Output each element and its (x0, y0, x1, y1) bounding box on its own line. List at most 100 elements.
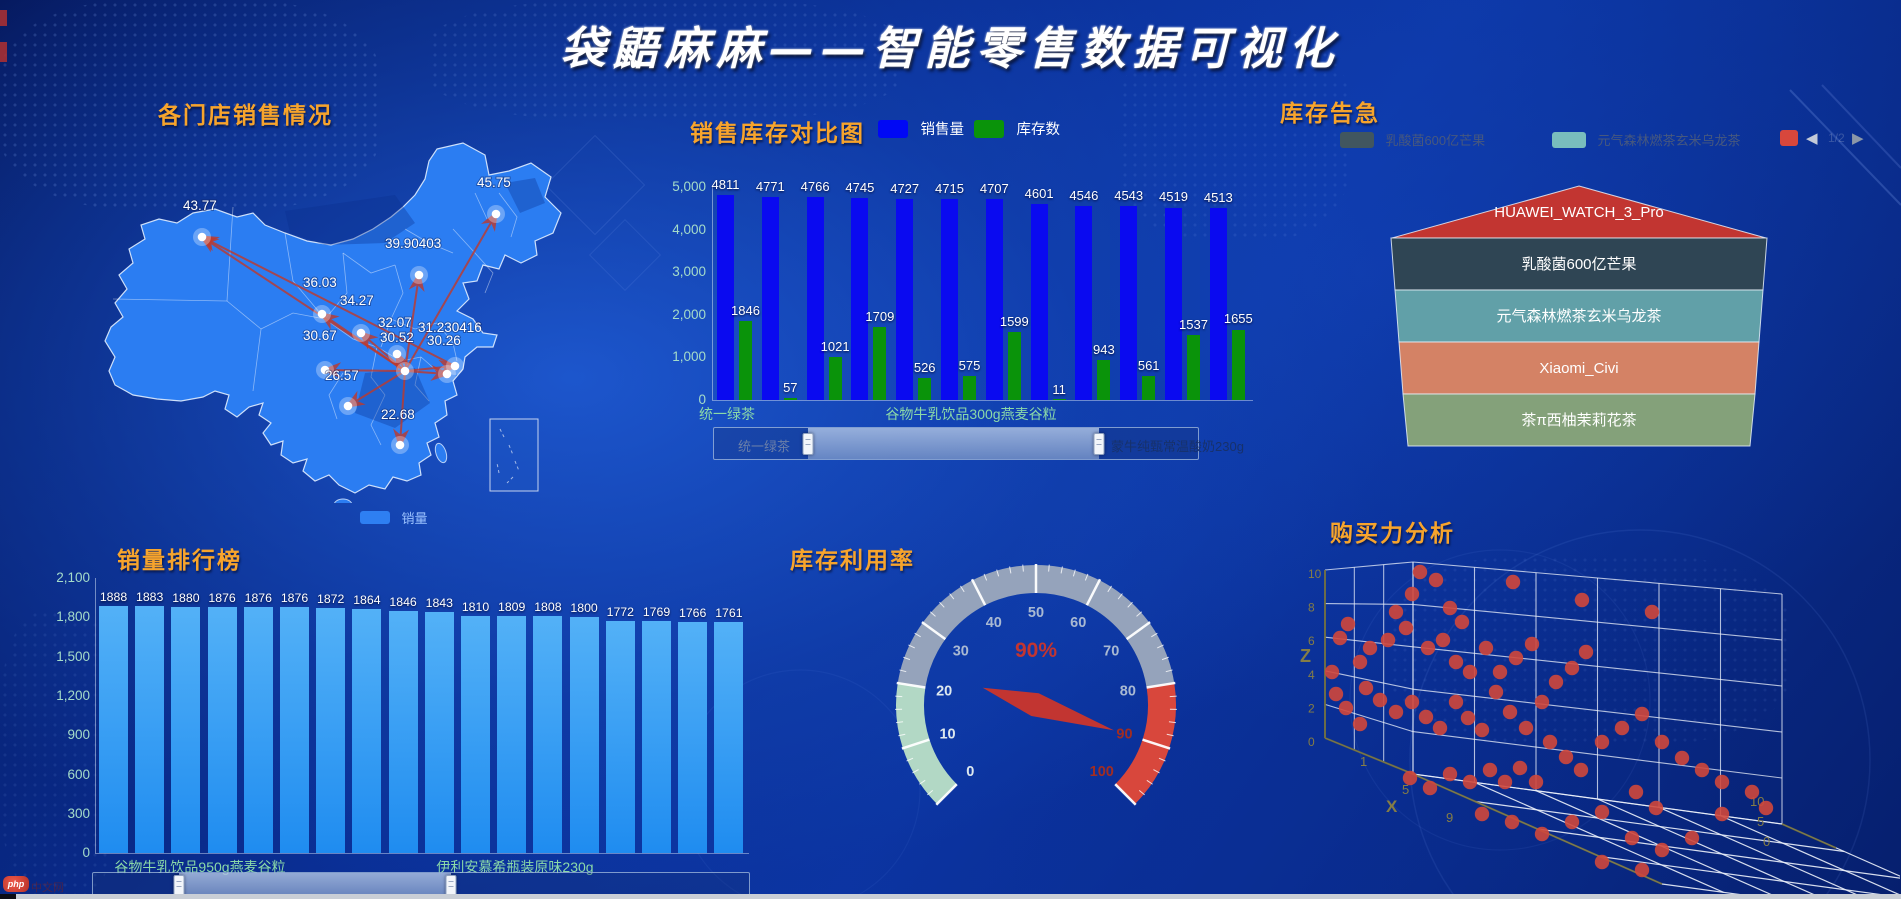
gauge-tick (1166, 733, 1174, 737)
scatter-point (1508, 650, 1524, 666)
compare-slider-left-handle[interactable] (802, 432, 814, 455)
scatter-point (1624, 830, 1640, 846)
funnel-segment-label: HUAWEI_WATCH_3_Pro (1494, 204, 1663, 221)
city-marker (491, 209, 501, 219)
rank-bar (461, 615, 490, 853)
compare-slider-selected-range[interactable] (808, 428, 1099, 459)
stock-value-label: 526 (913, 359, 936, 375)
sales-bar (761, 196, 779, 400)
y-tick: 3,000 (672, 264, 706, 280)
city-marker (392, 349, 402, 359)
scatter-point (1594, 854, 1610, 870)
scatter-point (1714, 806, 1730, 822)
map-panel-title: 各门店销售情况 (158, 102, 333, 128)
funnel-legend-swatch-3[interactable] (1780, 130, 1798, 146)
city-markers (193, 205, 505, 454)
scatter-point (1338, 700, 1354, 716)
gauge-tick (1022, 564, 1024, 572)
rank-value-label: 1800 (570, 601, 598, 616)
gauge-tick (899, 669, 907, 673)
stock-value-label: 1655 (1223, 311, 1253, 327)
scatter-point (1548, 674, 1564, 690)
rank-bar (171, 606, 201, 853)
rank-value-label: 1872 (317, 591, 345, 606)
scatter-point (1644, 604, 1660, 620)
scatter-point (1435, 632, 1451, 648)
grid-line (1661, 883, 1778, 899)
legend-pager-prev-icon[interactable]: ◀ (1806, 130, 1818, 147)
gauge-tick (1107, 585, 1112, 593)
compare-legend-sales[interactable]: 销售量 (878, 118, 964, 139)
scatter-point (1432, 720, 1448, 736)
gauge-tick-label: 70 (1103, 643, 1119, 659)
bottom-strip[interactable] (16, 894, 1901, 899)
compare-slider-right-handle[interactable] (1093, 432, 1105, 455)
legend-pager-next-icon[interactable]: ▶ (1852, 130, 1864, 147)
rank-bar (280, 607, 309, 853)
gauge-tick (1009, 566, 1012, 574)
scatter-point (1388, 704, 1404, 720)
south-sea-inset (489, 418, 539, 492)
stock-label: 库存数 (1016, 122, 1060, 138)
edge-mark-2 (0, 42, 7, 62)
gauge-tick (912, 769, 919, 774)
city-marker (320, 365, 330, 375)
scatter-point (1418, 709, 1434, 725)
city-value: 26.57 (325, 368, 359, 383)
gauge-tick (929, 611, 936, 617)
sales-bar (1075, 206, 1093, 400)
y-tick: 2,100 (56, 570, 90, 585)
city-marker (442, 369, 452, 379)
axis-label: 8 (1308, 601, 1315, 615)
hainan-island (333, 498, 353, 503)
scatter-point (1648, 800, 1664, 816)
rank-bar (99, 605, 128, 853)
edge-mark-1 (0, 10, 7, 26)
gauge-tick (1117, 593, 1123, 600)
gauge-tick (908, 644, 915, 649)
rank-bar (135, 606, 165, 853)
city-value: 43.77 (183, 198, 217, 213)
scatter-point (1324, 664, 1340, 680)
axis-label: 10 (1308, 567, 1322, 581)
axis-label: 1 (1360, 754, 1367, 769)
funnel-legend-label-1: 乳酸菌600亿芒果 (1385, 133, 1486, 148)
scatter-point (1332, 630, 1348, 646)
city-value: 32.07 (378, 315, 412, 330)
scatter-point (1474, 722, 1490, 738)
axis-label: 5 (1402, 782, 1409, 797)
php-watermark-text: 中文网 (31, 882, 64, 894)
gauge-tick (896, 681, 926, 689)
funnel-legend-item-1[interactable]: 乳酸菌600亿芒果 (1340, 130, 1485, 149)
gauge-tick (1146, 779, 1153, 785)
rank-value-label: 1810 (461, 599, 490, 614)
gauge-tick (1125, 621, 1151, 641)
scatter-point (1505, 574, 1521, 590)
rank-value-label: 1809 (498, 600, 526, 615)
funnel-segment (1402, 393, 1756, 447)
map-legend[interactable]: 销量 (360, 508, 427, 527)
scatter-point (1474, 806, 1490, 822)
city-value: 30.67 (303, 328, 337, 343)
stock-bar (1231, 329, 1245, 400)
gauge-tick (1153, 769, 1160, 774)
stock-value-label: 11 (1052, 381, 1066, 397)
funnel-legend-item-2[interactable]: 元气森林燃茶玄米乌龙茶 (1552, 130, 1740, 149)
rank-value-label: 1876 (244, 591, 272, 606)
sales-bar (717, 195, 734, 400)
axis-line (1324, 737, 1414, 775)
scatter-point (1497, 774, 1513, 790)
rank-value-label: 1772 (606, 604, 634, 619)
stock-value-label: 1021 (820, 338, 850, 354)
gauge-tick-label: 90 (1116, 727, 1132, 743)
scatter-point (1442, 600, 1458, 616)
php-watermark-badge[interactable]: php (3, 876, 29, 892)
gauge-tick (903, 656, 911, 661)
compare-legend-stock[interactable]: 库存数 (974, 118, 1060, 139)
compare-datazoom-slider[interactable]: 统一绿茶 蒙牛纯甄常温酸奶230g (713, 427, 1244, 460)
scatter-point (1340, 616, 1356, 632)
scatter-point (1482, 762, 1498, 778)
gauge-tick-label: 100 (1090, 764, 1114, 780)
